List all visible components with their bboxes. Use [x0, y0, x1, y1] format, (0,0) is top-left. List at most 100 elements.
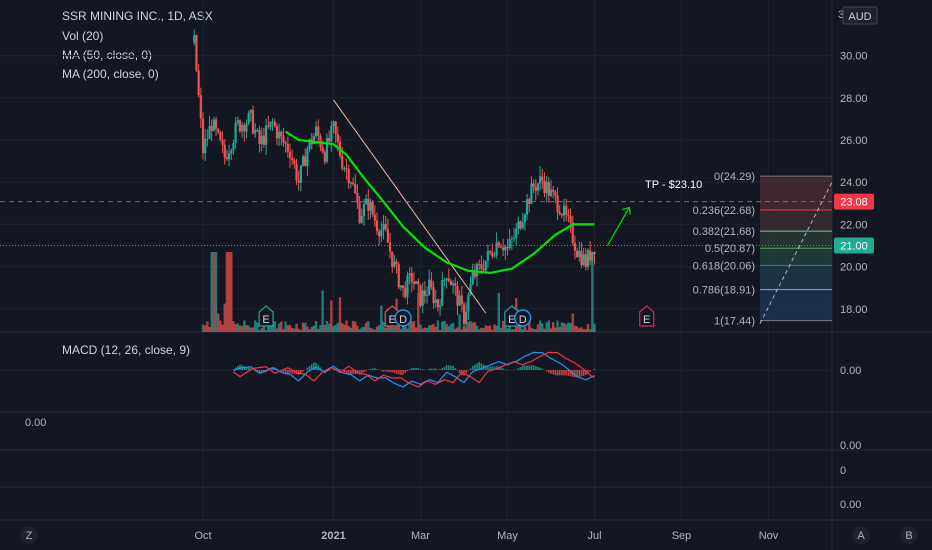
- macd-histogram-bar: [548, 370, 550, 373]
- volume-bar: [586, 324, 590, 332]
- candle-body: [580, 250, 583, 266]
- volume-bar: [558, 326, 561, 332]
- macd-histogram-bar: [502, 368, 504, 370]
- candle-body: [388, 242, 392, 252]
- earnings-marker: [639, 305, 655, 327]
- candle-body: [380, 230, 383, 237]
- volume-bar: [510, 329, 514, 332]
- volume-bar: [525, 329, 529, 332]
- volume-bar: [206, 321, 209, 332]
- volume-bar: [567, 322, 570, 332]
- macd-histogram-bar: [397, 370, 400, 375]
- candle-body: [436, 299, 439, 308]
- candle-body: [545, 181, 548, 193]
- macd-histogram-bar: [447, 365, 450, 370]
- candle-body: [236, 120, 239, 123]
- macd-histogram-bar: [521, 365, 524, 370]
- volume-bar: [504, 325, 507, 332]
- macd-histogram-bar: [519, 366, 522, 370]
- volume-bar: [351, 320, 355, 332]
- macd-histogram-bar: [415, 367, 417, 370]
- candle-body: [212, 119, 215, 131]
- time-axis-label: Nov: [759, 530, 779, 542]
- pane3-label: 0.00: [840, 440, 861, 452]
- macd-histogram-bar: [567, 370, 570, 376]
- macd-legend[interactable]: MACD (12, 26, close, 9): [62, 343, 191, 357]
- candle-body: [556, 195, 559, 212]
- candle-body: [336, 134, 339, 142]
- candle-body: [232, 142, 235, 151]
- candle-body: [449, 280, 453, 286]
- volume-bar: [488, 325, 492, 332]
- candle-body: [484, 260, 487, 271]
- fib-zone: [760, 265, 832, 290]
- volume-bar: [499, 327, 503, 332]
- candle-body: [504, 246, 507, 251]
- macd-histogram-bar: [456, 370, 459, 371]
- candle-body: [195, 35, 198, 71]
- volume-bar: [260, 327, 263, 332]
- volume-bar: [491, 329, 494, 332]
- candle-body: [262, 135, 265, 145]
- macd-histogram-bar: [308, 365, 311, 370]
- macd-histogram-bar: [284, 370, 287, 373]
- candle-body: [578, 250, 581, 258]
- macd-histogram-bar: [545, 370, 548, 372]
- candle-body: [297, 180, 300, 183]
- dividend-marker: [394, 309, 412, 327]
- fib-level-label: 0.786(18.91): [693, 285, 755, 297]
- volume-bar: [482, 327, 485, 332]
- candle-body: [256, 129, 259, 131]
- volume-bar: [591, 254, 594, 332]
- macd-histogram-bar: [491, 366, 494, 370]
- volume-bar: [399, 328, 403, 332]
- volume-bar: [240, 325, 244, 332]
- volume-bar: [343, 324, 346, 332]
- volume-bar: [349, 327, 353, 332]
- candle-body: [406, 275, 409, 297]
- candle-body: [441, 279, 444, 306]
- price-tick-label: 24.00: [840, 177, 868, 189]
- macd-histogram-bar: [574, 370, 576, 378]
- volume-bar: [573, 325, 577, 332]
- candle-body: [543, 180, 546, 193]
- volume-bar: [493, 324, 496, 332]
- macd-histogram-bar: [363, 370, 365, 373]
- volume-bar: [236, 323, 239, 332]
- volume-bar: [512, 329, 516, 332]
- symbol-title[interactable]: SSR MINING INC., 1D, ASX: [62, 9, 213, 23]
- volume-bar: [528, 316, 531, 332]
- candle-body: [523, 214, 526, 223]
- time-axis-label: Oct: [194, 530, 211, 542]
- time-axis-label: Mar: [411, 530, 430, 542]
- macd-histogram-bar: [552, 370, 554, 375]
- macd-histogram-bar: [430, 368, 433, 370]
- volume-bar: [214, 252, 218, 332]
- volume-bar: [495, 325, 498, 332]
- candle-body: [251, 109, 255, 134]
- macd-zero-label: 0.00: [840, 365, 861, 377]
- volume-legend[interactable]: Vol (20): [62, 29, 104, 43]
- volume-bar: [532, 328, 535, 332]
- candle-body: [221, 139, 224, 145]
- macd-histogram-bar: [500, 367, 502, 370]
- volume-bar: [367, 320, 370, 332]
- volume-bar: [469, 321, 472, 332]
- volume-bar: [447, 326, 450, 332]
- candle-body: [280, 131, 283, 137]
- volume-bar: [417, 292, 420, 332]
- volume-bar: [256, 322, 259, 332]
- candle-body: [201, 118, 205, 154]
- ma50-legend[interactable]: MA (50, close, 0): [62, 48, 153, 62]
- volume-bar: [541, 323, 544, 332]
- macd-histogram-bar: [260, 370, 263, 374]
- volume-bar: [304, 322, 307, 332]
- volume-bar: [410, 321, 413, 332]
- macd-histogram-bar: [550, 370, 552, 374]
- candle-body: [475, 264, 479, 277]
- volume-bar: [223, 303, 226, 332]
- ma200-legend[interactable]: MA (200, close, 0): [62, 67, 159, 81]
- macd-histogram-bar: [371, 368, 374, 370]
- volume-bar: [230, 252, 233, 332]
